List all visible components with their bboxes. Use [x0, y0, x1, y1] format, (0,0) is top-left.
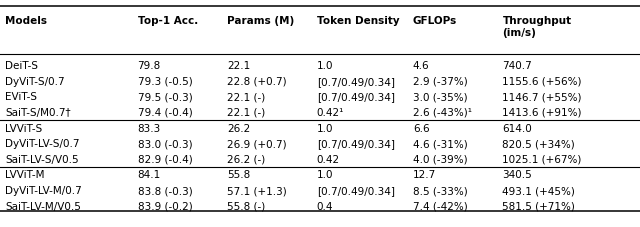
Text: 79.8: 79.8 [138, 61, 161, 71]
Text: 22.1 (-): 22.1 (-) [227, 92, 266, 102]
Text: 84.1: 84.1 [138, 170, 161, 180]
Text: 79.3 (-0.5): 79.3 (-0.5) [138, 76, 193, 86]
Text: 6.6: 6.6 [413, 123, 429, 133]
Text: 493.1 (+45%): 493.1 (+45%) [502, 185, 575, 195]
Text: 0.42: 0.42 [317, 154, 340, 164]
Text: DeiT-S: DeiT-S [5, 61, 38, 71]
Text: 55.8 (-): 55.8 (-) [227, 201, 266, 211]
Text: [0.7/0.49/0.34]: [0.7/0.49/0.34] [317, 76, 395, 86]
Text: 740.7: 740.7 [502, 61, 532, 71]
Text: 82.9 (-0.4): 82.9 (-0.4) [138, 154, 193, 164]
Text: [0.7/0.49/0.34]: [0.7/0.49/0.34] [317, 185, 395, 195]
Text: 1.0: 1.0 [317, 123, 333, 133]
Text: Throughput
(im/s): Throughput (im/s) [502, 16, 572, 37]
Text: 4.6 (-31%): 4.6 (-31%) [413, 139, 468, 148]
Text: 2.9 (-37%): 2.9 (-37%) [413, 76, 468, 86]
Text: LVViT-M: LVViT-M [5, 170, 45, 180]
Text: 55.8: 55.8 [227, 170, 250, 180]
Text: Top-1 Acc.: Top-1 Acc. [138, 16, 198, 26]
Text: 1413.6 (+91%): 1413.6 (+91%) [502, 108, 582, 117]
Text: DyViT-LV-M/0.7: DyViT-LV-M/0.7 [5, 185, 82, 195]
Text: 0.42¹: 0.42¹ [317, 108, 344, 117]
Text: 820.5 (+34%): 820.5 (+34%) [502, 139, 575, 148]
Text: LVViT-S: LVViT-S [5, 123, 42, 133]
Text: DyViT-LV-S/0.7: DyViT-LV-S/0.7 [5, 139, 79, 148]
Text: 3.0 (-35%): 3.0 (-35%) [413, 92, 467, 102]
Text: SaiT-S/M0.7†: SaiT-S/M0.7† [5, 108, 71, 117]
Text: 83.8 (-0.3): 83.8 (-0.3) [138, 185, 193, 195]
Text: 22.8 (+0.7): 22.8 (+0.7) [227, 76, 287, 86]
Text: 79.5 (-0.3): 79.5 (-0.3) [138, 92, 193, 102]
Text: 83.9 (-0.2): 83.9 (-0.2) [138, 201, 193, 211]
Text: EViT-S: EViT-S [5, 92, 37, 102]
Text: 340.5: 340.5 [502, 170, 532, 180]
Text: 83.0 (-0.3): 83.0 (-0.3) [138, 139, 192, 148]
Text: SaiT-LV-M/V0.5: SaiT-LV-M/V0.5 [5, 201, 81, 211]
Text: Models: Models [5, 16, 47, 26]
Text: 12.7: 12.7 [413, 170, 436, 180]
Text: Params (M): Params (M) [227, 16, 294, 26]
Text: 4.0 (-39%): 4.0 (-39%) [413, 154, 467, 164]
Text: 1025.1 (+67%): 1025.1 (+67%) [502, 154, 582, 164]
Text: 614.0: 614.0 [502, 123, 532, 133]
Text: [0.7/0.49/0.34]: [0.7/0.49/0.34] [317, 139, 395, 148]
Text: 1.0: 1.0 [317, 170, 333, 180]
Text: 26.2: 26.2 [227, 123, 250, 133]
Text: 22.1 (-): 22.1 (-) [227, 108, 266, 117]
Text: GFLOPs: GFLOPs [413, 16, 457, 26]
Text: Token Density: Token Density [317, 16, 399, 26]
Text: 26.2 (-): 26.2 (-) [227, 154, 266, 164]
Text: 26.9 (+0.7): 26.9 (+0.7) [227, 139, 287, 148]
Text: 581.5 (+71%): 581.5 (+71%) [502, 201, 575, 211]
Text: 83.3: 83.3 [138, 123, 161, 133]
Text: 8.5 (-33%): 8.5 (-33%) [413, 185, 468, 195]
Text: [0.7/0.49/0.34]: [0.7/0.49/0.34] [317, 92, 395, 102]
Text: 4.6: 4.6 [413, 61, 429, 71]
Text: 1146.7 (+55%): 1146.7 (+55%) [502, 92, 582, 102]
Text: 57.1 (+1.3): 57.1 (+1.3) [227, 185, 287, 195]
Text: 7.4 (-42%): 7.4 (-42%) [413, 201, 468, 211]
Text: 0.4: 0.4 [317, 201, 333, 211]
Text: 79.4 (-0.4): 79.4 (-0.4) [138, 108, 193, 117]
Text: 2.6 (-43%)¹: 2.6 (-43%)¹ [413, 108, 472, 117]
Text: SaiT-LV-S/V0.5: SaiT-LV-S/V0.5 [5, 154, 79, 164]
Text: 22.1: 22.1 [227, 61, 250, 71]
Text: 1155.6 (+56%): 1155.6 (+56%) [502, 76, 582, 86]
Text: 1.0: 1.0 [317, 61, 333, 71]
Text: DyViT-S/0.7: DyViT-S/0.7 [5, 76, 65, 86]
